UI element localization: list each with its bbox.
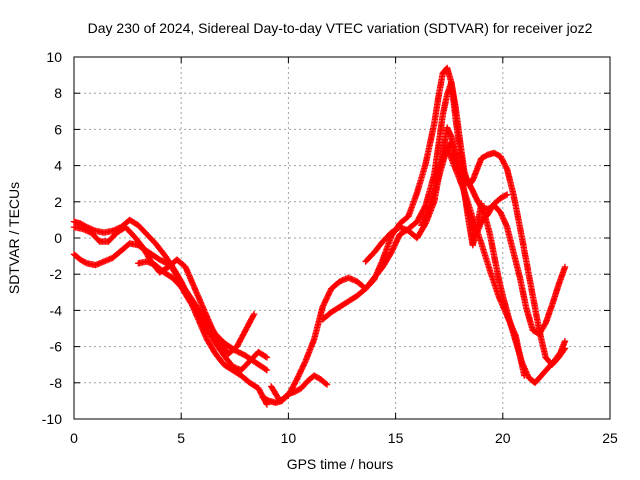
data-point bbox=[263, 354, 271, 361]
data-point bbox=[503, 164, 510, 171]
data-point bbox=[296, 370, 303, 377]
y-tick-label: -6 bbox=[50, 339, 63, 355]
data-point bbox=[390, 245, 397, 252]
data-point bbox=[189, 280, 196, 288]
data-point bbox=[502, 163, 509, 170]
y-tick-label: 8 bbox=[54, 85, 62, 101]
y-tick-label: 2 bbox=[54, 194, 62, 210]
series-track-4 bbox=[135, 258, 271, 374]
data-point bbox=[79, 225, 86, 233]
data-point bbox=[298, 366, 305, 373]
data-point bbox=[414, 217, 421, 224]
data-point bbox=[320, 300, 328, 308]
data-point bbox=[391, 242, 398, 249]
data-point bbox=[194, 292, 201, 299]
data-point bbox=[246, 319, 253, 326]
series-track-9 bbox=[431, 138, 569, 386]
data-point bbox=[498, 212, 506, 219]
x-tick-label: 25 bbox=[602, 430, 618, 446]
data-point bbox=[250, 312, 257, 319]
data-point bbox=[297, 367, 305, 374]
data-point bbox=[503, 191, 511, 198]
y-tick-label: -2 bbox=[50, 266, 63, 282]
chart-title: Day 230 of 2024, Sidereal Day-to-day VTE… bbox=[88, 20, 593, 36]
y-axis-label: SDTVAR / TECUs bbox=[6, 182, 22, 294]
data-point bbox=[401, 225, 408, 233]
data-point bbox=[326, 289, 333, 297]
data-point bbox=[502, 192, 509, 199]
x-tick-label: 15 bbox=[388, 430, 404, 446]
data-point bbox=[497, 297, 504, 304]
data-point bbox=[294, 374, 301, 381]
data-point bbox=[511, 329, 518, 337]
data-point bbox=[322, 298, 329, 305]
data-point bbox=[324, 293, 331, 301]
data-point bbox=[394, 235, 402, 242]
data-point bbox=[256, 387, 263, 395]
data-point bbox=[295, 373, 302, 380]
data-point bbox=[499, 157, 506, 164]
y-tick-label: -8 bbox=[50, 375, 63, 391]
data-point bbox=[498, 154, 505, 162]
data-point bbox=[561, 263, 569, 271]
data-point bbox=[301, 359, 309, 366]
y-tick-label: 10 bbox=[46, 49, 62, 65]
data-point bbox=[262, 353, 269, 360]
data-point bbox=[521, 372, 528, 379]
data-point bbox=[301, 360, 308, 368]
data-point bbox=[500, 159, 507, 166]
axis-ticks bbox=[73, 56, 611, 420]
y-tick-labels: -10 -8 -6 -4 -2 0 2 4 6 8 10 bbox=[42, 49, 62, 427]
data-point bbox=[204, 315, 211, 322]
data-point bbox=[322, 296, 330, 303]
x-tick-label: 5 bbox=[177, 430, 185, 446]
data-point bbox=[199, 303, 206, 310]
series-track-1 bbox=[70, 216, 271, 408]
x-axis-label: GPS time / hours bbox=[287, 456, 394, 472]
data-points bbox=[70, 64, 569, 408]
data-point bbox=[388, 249, 395, 256]
data-point bbox=[497, 153, 504, 160]
y-tick-label: 4 bbox=[54, 158, 62, 174]
data-point bbox=[250, 310, 258, 318]
y-tick-label: 6 bbox=[54, 121, 62, 137]
x-tick-label: 20 bbox=[495, 430, 511, 446]
data-point bbox=[322, 380, 330, 387]
series-track-7 bbox=[319, 79, 569, 368]
data-point bbox=[263, 366, 271, 374]
series-track-3 bbox=[70, 223, 258, 357]
y-tick-label: 0 bbox=[54, 230, 62, 246]
data-point bbox=[323, 381, 331, 388]
data-point bbox=[503, 222, 510, 229]
data-point bbox=[561, 337, 569, 345]
y-tick-label: -10 bbox=[42, 411, 62, 427]
grid bbox=[74, 57, 610, 419]
data-point bbox=[389, 246, 396, 253]
x-tick-label: 0 bbox=[70, 430, 78, 446]
data-point bbox=[498, 156, 506, 163]
y-tick-label: -4 bbox=[50, 302, 63, 318]
data-point bbox=[506, 318, 513, 325]
data-point bbox=[392, 239, 400, 246]
series-track-10 bbox=[418, 144, 528, 379]
data-point bbox=[500, 215, 507, 222]
x-tick-labels: 0 5 10 15 20 25 bbox=[70, 430, 618, 446]
data-point bbox=[418, 220, 426, 228]
data-point bbox=[319, 303, 326, 310]
data-point bbox=[423, 209, 430, 216]
data-point bbox=[262, 366, 269, 373]
x-tick-label: 10 bbox=[281, 430, 297, 446]
